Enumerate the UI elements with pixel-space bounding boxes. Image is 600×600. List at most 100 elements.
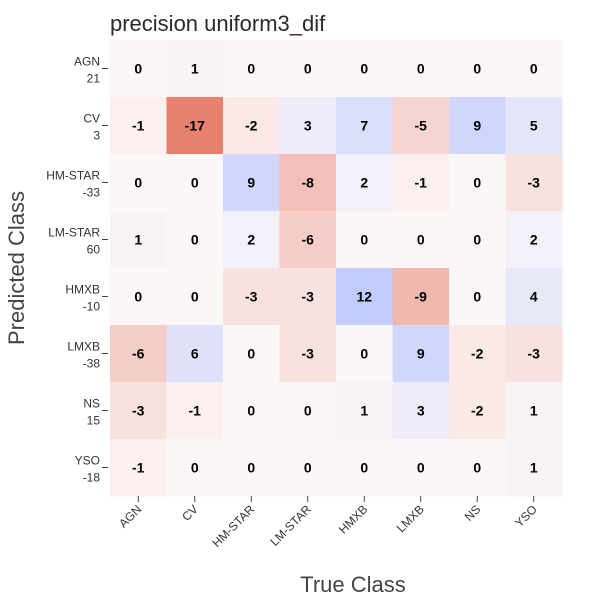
heatmap-cell <box>110 154 167 212</box>
heatmap-cell <box>392 97 450 155</box>
heatmap-cell <box>336 211 393 269</box>
cell-value-label: -1 <box>189 403 202 419</box>
y-tick-label: HM-STAR <box>46 169 100 183</box>
heatmap-cell <box>449 439 506 497</box>
x-tick-label: HM-STAR <box>209 502 257 550</box>
heatmap-cell <box>223 97 280 155</box>
cell-value-label: 7 <box>360 118 368 134</box>
cell-value-label: -6 <box>132 346 145 362</box>
y-axis: AGN 21 CV 3 HM-STAR -33 LM-STAR 60 HMXB -10 LMXB -3… <box>46 55 108 485</box>
heatmap-cell <box>279 211 337 269</box>
cell-value-label: 0 <box>360 346 368 362</box>
heatmap-cell <box>279 40 337 98</box>
cell-value-label: 0 <box>247 346 255 362</box>
heatmap-cell <box>336 439 393 497</box>
cell-value-label: 0 <box>247 403 255 419</box>
cell-value-label: 0 <box>417 460 425 476</box>
y-tick-sublabel: -10 <box>83 300 101 314</box>
cell-value-label: -8 <box>302 175 315 191</box>
cell-value-label: 0 <box>134 175 142 191</box>
y-tick-sublabel: -33 <box>83 186 101 200</box>
cell-value-label: 1 <box>530 460 538 476</box>
heatmap-cell <box>505 382 563 440</box>
heatmap-cell <box>166 97 224 155</box>
cell-value-label: 1 <box>360 403 368 419</box>
y-tick-sublabel: 21 <box>87 72 101 86</box>
cell-value-label: 0 <box>473 232 481 248</box>
cell-value-label: 1 <box>530 403 538 419</box>
y-tick-sublabel: -38 <box>83 357 101 371</box>
heatmap-cell <box>279 325 337 383</box>
cell-value-label: 0 <box>247 61 255 77</box>
cell-value-label: 0 <box>417 232 425 248</box>
cell-value-label: 0 <box>191 460 199 476</box>
heatmap-cell <box>336 325 393 383</box>
heatmap-cell <box>110 97 167 155</box>
cell-value-label: -5 <box>415 118 428 134</box>
heatmap-cell <box>223 154 280 212</box>
cell-value-label: -2 <box>471 346 484 362</box>
cell-value-label: 1 <box>191 61 199 77</box>
y-tick-label: LMXB <box>67 340 100 354</box>
heatmap-cell <box>392 154 450 212</box>
cell-value-label: 0 <box>304 403 312 419</box>
cell-value-label: -3 <box>528 346 541 362</box>
heatmap-cell <box>110 268 167 326</box>
heatmap-cell <box>223 325 280 383</box>
x-tick-label: CV <box>179 502 201 524</box>
cell-value-label: 0 <box>191 289 199 305</box>
cell-value-label: 9 <box>473 118 481 134</box>
heatmap-cell <box>449 154 506 212</box>
cell-value-label: -6 <box>302 232 315 248</box>
heatmap-cell <box>166 325 224 383</box>
heatmap-cell <box>336 154 393 212</box>
heatmap-cell <box>166 211 224 269</box>
x-tick-label: HMXB <box>336 502 370 536</box>
cell-value-label: 0 <box>417 61 425 77</box>
cell-value-label: 0 <box>304 61 312 77</box>
y-tick-label: LM-STAR <box>48 226 100 240</box>
cell-value-label: 0 <box>473 61 481 77</box>
cell-value-label: -3 <box>132 403 145 419</box>
y-tick-sublabel: 15 <box>87 414 101 428</box>
heatmap-cell <box>166 382 224 440</box>
heatmap-cell <box>505 40 563 98</box>
heatmap-cell <box>279 382 337 440</box>
heatmap-cell <box>449 325 506 383</box>
cell-value-label: 0 <box>473 175 481 191</box>
cell-value-label: -2 <box>471 403 484 419</box>
heatmap-cell <box>223 40 280 98</box>
cell-value-label: 0 <box>530 61 538 77</box>
cell-value-label: 0 <box>191 175 199 191</box>
x-tick-label: LMXB <box>394 502 427 535</box>
cell-value-label: -1 <box>132 118 145 134</box>
cell-value-label: -1 <box>132 460 145 476</box>
heatmap-cell <box>110 325 167 383</box>
cell-value-label: 0 <box>360 460 368 476</box>
x-tick-label: AGN <box>116 502 144 530</box>
cell-value-label: 2 <box>360 175 368 191</box>
heatmap-cell <box>505 154 563 212</box>
cell-value-label: 1 <box>134 232 142 248</box>
cell-value-label: -2 <box>245 118 258 134</box>
heatmap-cell <box>110 382 167 440</box>
cell-value-label: 0 <box>304 460 312 476</box>
y-tick-sublabel: -18 <box>83 471 101 485</box>
cell-value-label: 0 <box>360 232 368 248</box>
heatmap-cell <box>336 268 393 326</box>
y-tick-label: HMXB <box>65 283 100 297</box>
heatmap-cell <box>505 439 563 497</box>
cell-value-label: 4 <box>530 289 538 305</box>
heatmap-cell <box>223 382 280 440</box>
heatmap-cell <box>223 211 280 269</box>
cell-value-label: 0 <box>191 232 199 248</box>
heatmap-cells: 0 1 0 0 0 0 0 0 -1 -17 -2 3 7 -5 9 5 0 0 9 -8 2 -1 0 -3 1 0 2 -6 0 0 0… <box>110 40 563 497</box>
heatmap-cell <box>166 439 224 497</box>
heatmap-cell <box>279 268 337 326</box>
heatmap-cell <box>449 40 506 98</box>
heatmap-cell <box>505 97 563 155</box>
heatmap-cell <box>392 382 450 440</box>
cell-value-label: 0 <box>473 289 481 305</box>
cell-value-label: 0 <box>134 61 142 77</box>
